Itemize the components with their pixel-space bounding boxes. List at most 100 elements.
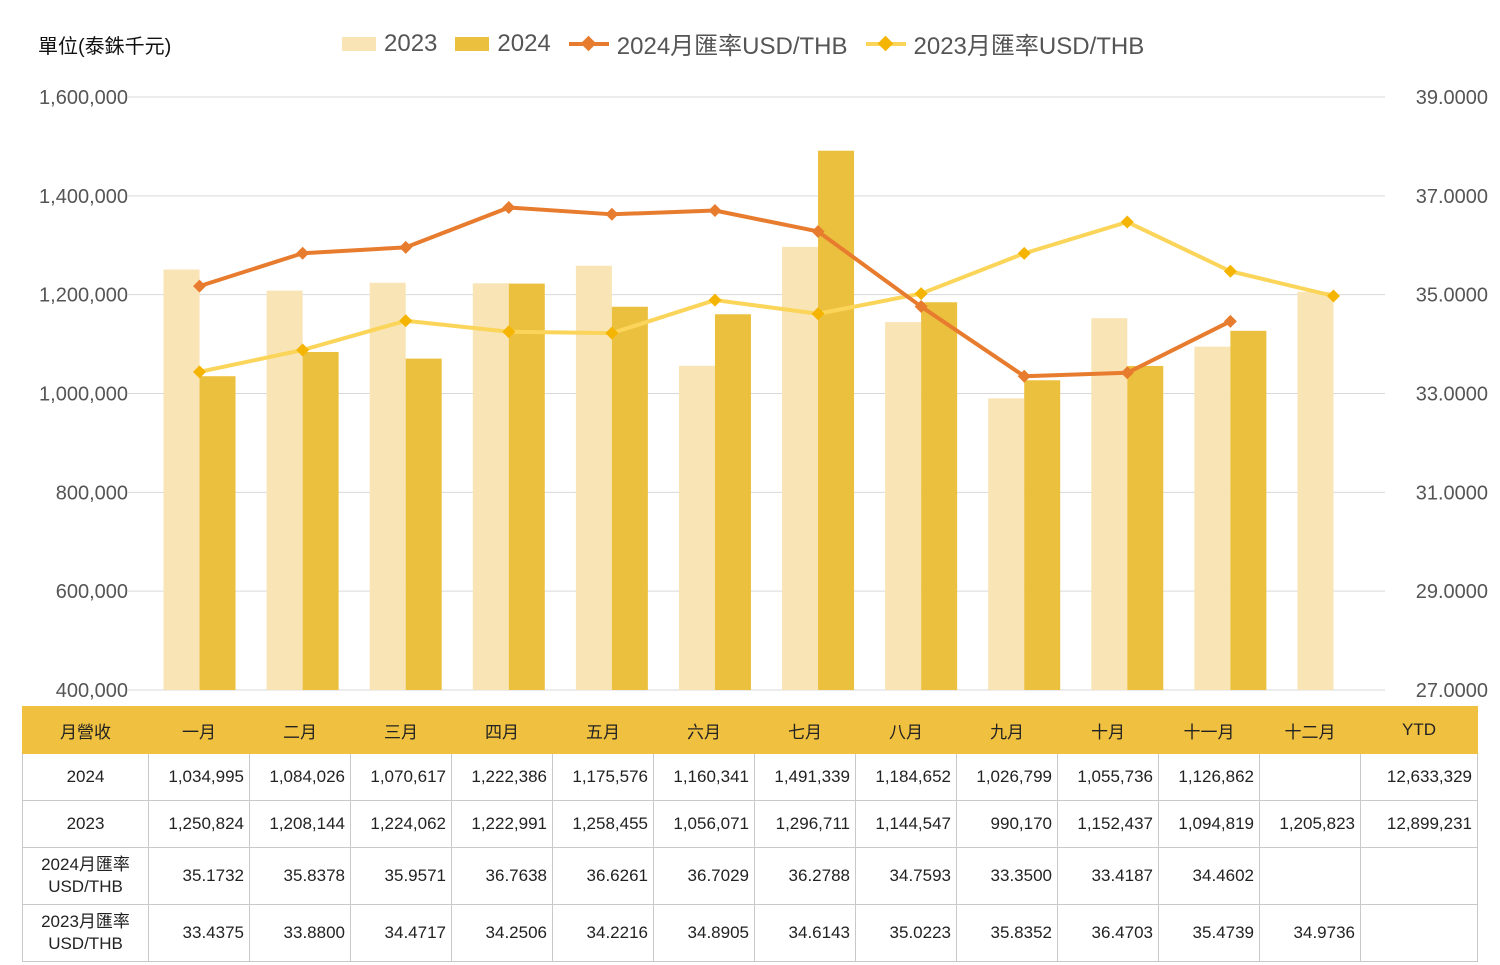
bar-2024 — [199, 376, 236, 690]
table-cell: 36.4703 — [1057, 904, 1159, 962]
revenue-exchange-rate-chart: 400,000 27.0000 600,000 29.0000 800,000 31.00… — [39, 87, 1488, 700]
table-header-cell: 七月 — [754, 706, 856, 754]
legend-swatch-2023 — [342, 36, 376, 51]
rate-2024-point — [193, 279, 207, 293]
table-cell — [1259, 847, 1361, 905]
table-cell: 1,491,339 — [754, 753, 856, 801]
table-cell: 34.9736 — [1259, 904, 1361, 962]
y-left-tick-label: 1,400,000 — [39, 186, 128, 208]
table-ytd-cell: 12,899,231 — [1360, 800, 1478, 848]
table-row-label: 2024月匯率 USD/THB — [22, 847, 149, 905]
y-left-tick-label: 800,000 — [56, 482, 128, 504]
table-ytd-cell: 12,633,329 — [1360, 753, 1478, 801]
table-cell: 34.6143 — [754, 904, 856, 962]
bar-2024 — [1230, 330, 1267, 690]
table-cell: 35.0223 — [855, 904, 957, 962]
y-left-tick-label: 1,200,000 — [39, 285, 128, 307]
table-row-label: 2023 — [22, 800, 149, 848]
rate-2023-point — [1326, 289, 1340, 303]
table-header-cell: 三月 — [350, 706, 452, 754]
table-cell: 36.2788 — [754, 847, 856, 905]
bar-2024 — [714, 314, 751, 690]
y-right-tick-label: 33.0000 — [1416, 384, 1488, 406]
table-header-row: 月營收 一月 二月 三月 四月 五月 六月 七月 八月 九月 十月 十一月 十二月 YTD — [22, 706, 1478, 754]
bar-2024 — [818, 150, 855, 690]
bar-2023 — [369, 282, 406, 690]
row-label-line2: USD/THB — [48, 877, 123, 896]
table-cell: 36.7638 — [451, 847, 553, 905]
legend-item-rate-2023: 2023月匯率USD/THB — [865, 26, 1145, 61]
table-cell: 1,205,823 — [1259, 800, 1361, 848]
table-row-label: 2024 — [22, 753, 149, 801]
legend-swatch-rate-2023 — [865, 35, 906, 51]
rate-2024-point — [605, 207, 619, 221]
table-header-cell: 十月 — [1057, 706, 1159, 754]
rate-2024-point — [914, 300, 928, 314]
table-cell: 1,250,824 — [148, 800, 250, 848]
table-cell: 35.4739 — [1158, 904, 1260, 962]
table-header-cell: 九月 — [956, 706, 1058, 754]
chart-legend: 2023 2024 2024月匯率USD/THB 2023月匯率USD/THB — [342, 26, 1144, 61]
table-cell: 36.6261 — [552, 847, 654, 905]
legend-label-2024: 2024 — [497, 29, 551, 57]
table-header-cell: 五月 — [552, 706, 654, 754]
revenue-table: 月營收 一月 二月 三月 四月 五月 六月 七月 八月 九月 十月 十一月 十二月 YTD 2024 1,03… — [22, 706, 1478, 962]
y-right-tick-label: 31.0000 — [1416, 482, 1488, 504]
table-cell: 1,222,386 — [451, 753, 553, 801]
table-cell: 35.8378 — [249, 847, 351, 905]
table-cell: 34.7593 — [855, 847, 957, 905]
bar-2024 — [508, 283, 545, 690]
table-cell: 1,222,991 — [451, 800, 553, 848]
rate-2024-point — [811, 224, 825, 238]
table-row: 2024月匯率 USD/THB 35.1732 35.8378 35.9571 36.76… — [22, 847, 1478, 905]
table-cell: 1,056,071 — [653, 800, 755, 848]
table-cell: 35.8352 — [956, 904, 1058, 962]
table-cell: 1,026,799 — [956, 753, 1058, 801]
table-header-cell: 十一月 — [1158, 706, 1260, 754]
table-cell: 33.4187 — [1057, 847, 1159, 905]
rate-2024-point — [1120, 366, 1134, 380]
rate-2023-point — [1223, 264, 1237, 278]
table-row-label: 2023月匯率 USD/THB — [22, 904, 149, 962]
table-ytd-cell — [1360, 847, 1478, 905]
table-cell: 1,208,144 — [249, 800, 351, 848]
table-cell: 36.7029 — [653, 847, 755, 905]
rate-2024-point — [502, 201, 516, 215]
bar-2023 — [988, 398, 1025, 690]
table-cell: 1,175,576 — [552, 753, 654, 801]
bar-2023 — [1194, 346, 1231, 690]
table-cell: 1,160,341 — [653, 753, 755, 801]
legend-swatch-2024 — [455, 36, 490, 51]
bar-2023 — [575, 265, 612, 690]
rate-2024-point — [1223, 314, 1237, 328]
table-header-label: 月營收 — [22, 706, 149, 754]
table-ytd-cell — [1360, 904, 1478, 962]
bar-2023 — [1297, 291, 1334, 690]
legend-label-rate-2023: 2023月匯率USD/THB — [913, 33, 1145, 60]
rate-2023-point — [399, 314, 413, 328]
table-cell: 34.4717 — [350, 904, 452, 962]
rate-2023-point — [914, 287, 928, 301]
bar-2023 — [678, 365, 715, 690]
table-cell: 1,144,547 — [855, 800, 957, 848]
bar-2023 — [163, 269, 200, 690]
rate-2023-point — [811, 307, 825, 321]
bar-2024 — [921, 302, 958, 690]
table-cell: 34.2506 — [451, 904, 553, 962]
y-right-tick-label: 27.0000 — [1416, 680, 1488, 700]
rate-2023-point — [193, 365, 207, 379]
rate-2023-point — [502, 325, 516, 339]
y-right-tick-label: 29.0000 — [1416, 581, 1488, 603]
table-cell — [1259, 753, 1361, 801]
legend-item-2024: 2024 — [455, 29, 551, 58]
table-header-cell: 四月 — [451, 706, 553, 754]
table-cell: 990,170 — [956, 800, 1058, 848]
y-left-tick-label: 400,000 — [56, 680, 128, 700]
rate-2023-line — [199, 220, 1334, 374]
table-cell: 1,224,062 — [350, 800, 452, 848]
table-cell: 1,070,617 — [350, 753, 452, 801]
table-header-cell: 八月 — [855, 706, 957, 754]
legend-label-rate-2024: 2024月匯率USD/THB — [616, 33, 848, 60]
rate-2023-point — [296, 343, 310, 357]
table-row: 2024 1,034,995 1,084,026 1,070,617 1,222,386… — [22, 753, 1478, 801]
